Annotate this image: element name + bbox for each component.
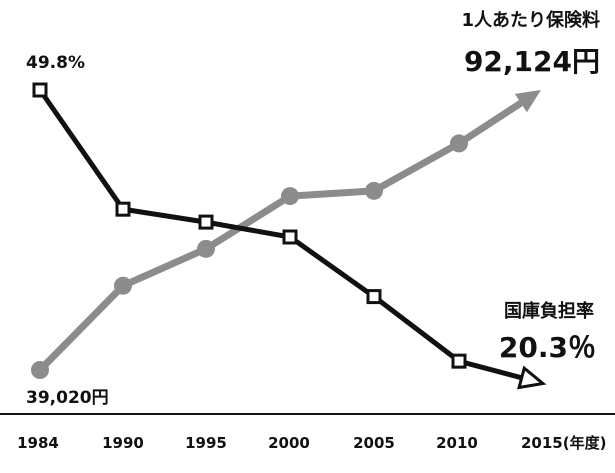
subsidy-point	[115, 201, 131, 217]
x-tick-label: 1990	[102, 434, 144, 452]
premium-point	[281, 187, 299, 206]
x-tick-labels: 1984 1990 1995 2000 2005 2010 2015(年度)	[17, 434, 606, 452]
subsidy-series	[32, 82, 547, 390]
premium-point	[114, 276, 132, 295]
x-tick-label: 1995	[185, 434, 227, 452]
x-tick-label: 2000	[268, 434, 310, 452]
subsidy-line	[37, 88, 523, 381]
premium-point	[197, 239, 215, 258]
subsidy-point	[198, 214, 214, 230]
premium-point	[31, 361, 49, 379]
x-tick-label-last: 2015	[521, 434, 563, 452]
premium-start-label: 39,020円	[26, 388, 109, 408]
x-unit-suffix: (年度)	[563, 434, 607, 452]
x-tick-label: 1984	[17, 434, 59, 452]
premium-end-label: 92,124円	[464, 45, 600, 78]
subsidy-point	[32, 82, 48, 98]
subsidy-point	[282, 229, 298, 245]
x-tick-label: 2015(年度)	[521, 434, 606, 452]
premium-point	[450, 134, 468, 153]
x-tick-label: 2010	[436, 434, 478, 452]
subsidy-point	[451, 353, 467, 369]
premium-series-name: 1人あたり保険料	[461, 9, 600, 31]
premium-arrowhead	[514, 90, 541, 113]
subsidy-series-name: 国庫負担率	[504, 300, 594, 322]
subsidy-end-label: 20.3％	[499, 331, 596, 364]
premium-series	[31, 90, 541, 379]
premium-point	[365, 181, 383, 200]
subsidy-point	[366, 289, 382, 305]
subsidy-arrowhead	[517, 365, 547, 390]
subsidy-start-label: 49.8%	[26, 53, 85, 73]
x-tick-label: 2005	[353, 434, 395, 452]
